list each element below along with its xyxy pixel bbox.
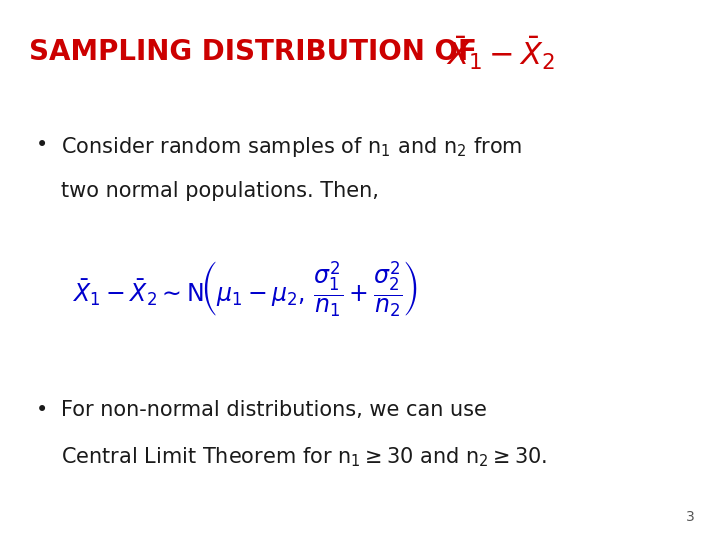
Text: •: •	[36, 400, 48, 420]
Text: Consider random samples of $\mathrm{n}_1$ and $\mathrm{n}_2$ from: Consider random samples of $\mathrm{n}_1…	[61, 135, 523, 159]
Text: 3: 3	[686, 510, 695, 524]
Text: SAMPLING DISTRIBUTION OF: SAMPLING DISTRIBUTION OF	[29, 38, 486, 66]
Text: For non-normal distributions, we can use: For non-normal distributions, we can use	[61, 400, 487, 420]
Text: $\bar{X}_1 - \bar{X}_2 \sim \mathrm{N}\!\left(\mu_1 - \mu_2,\, \dfrac{\sigma_1^2: $\bar{X}_1 - \bar{X}_2 \sim \mathrm{N}\!…	[72, 259, 418, 319]
Text: Central Limit Theorem for $\mathrm{n}_1$$\geq$30 and $\mathrm{n}_2$$\geq$30.: Central Limit Theorem for $\mathrm{n}_1$…	[61, 446, 547, 469]
Text: two normal populations. Then,: two normal populations. Then,	[61, 181, 379, 201]
Text: •: •	[36, 135, 48, 155]
Text: $\bar{X}_1 - \bar{X}_2$: $\bar{X}_1 - \bar{X}_2$	[446, 35, 555, 72]
